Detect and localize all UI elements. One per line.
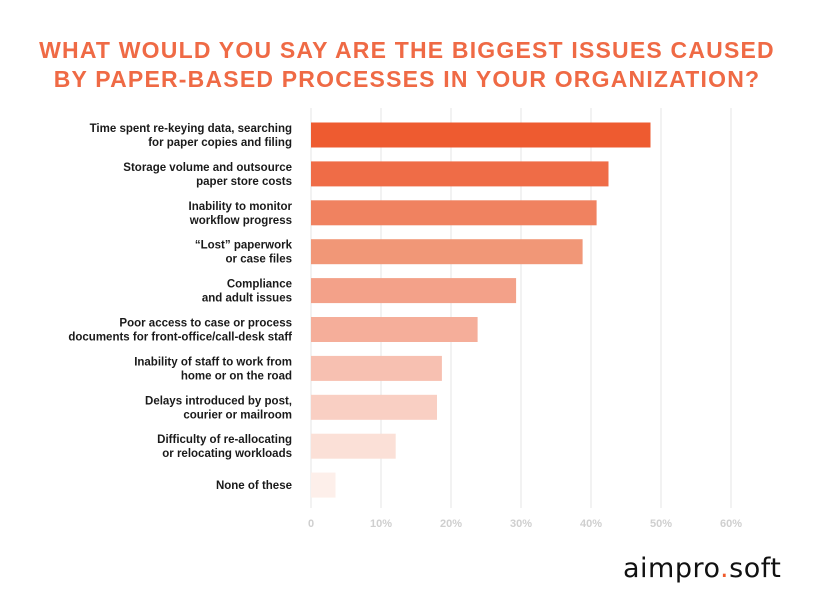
bar [311, 317, 478, 342]
x-tick-label: 0 [308, 518, 314, 530]
category-label: Time spent re-keying data, searching for … [90, 123, 292, 149]
bar [311, 472, 336, 498]
category-label-line: and adult issues [202, 293, 292, 305]
bar [311, 239, 583, 265]
category-label-line: paper store costs [196, 176, 292, 188]
category-label-line: Time spent re-keying data, searching [90, 123, 292, 135]
category-label-line: Inability of staff to work from [134, 356, 292, 368]
category-label-line: Poor access to case or process [119, 318, 292, 330]
category-label: Difficulty of re-allocating or relocating… [157, 434, 292, 460]
category-label-line: None of these [216, 480, 292, 492]
x-tick-label: 30% [510, 518, 532, 530]
category-label: Storage volume and outsource paper store … [123, 162, 292, 188]
chart-title-line-1: WHAT WOULD YOU SAY ARE THE BIGGEST ISSUE… [39, 37, 775, 63]
category-label-line: for paper copies and filing [148, 137, 292, 149]
x-tick-label: 10% [370, 518, 392, 530]
bars [311, 122, 651, 498]
category-label-line: Compliance [227, 279, 292, 291]
category-label-line: Difficulty of re-allocating [157, 434, 292, 446]
category-label-line: Delays introduced by post, [145, 395, 292, 407]
logo-dot: . [720, 553, 730, 584]
category-label-line: or case files [226, 254, 292, 266]
category-label: “Lost” paperwork or case files [195, 240, 293, 266]
category-label-line: documents for front-office/call-desk sta… [68, 332, 292, 344]
bar [311, 394, 437, 420]
x-tick-label: 40% [580, 518, 602, 530]
category-label-line: home or on the road [181, 370, 292, 382]
aimprosoft-logo: aimpro.soft [623, 553, 781, 584]
category-label: Compliance and adult issues [202, 279, 292, 305]
category-label: Inability of staff to work from home or o… [134, 356, 292, 382]
chart-title: WHAT WOULD YOU SAY ARE THE BIGGEST ISSUE… [0, 36, 814, 94]
category-label-line: workflow progress [189, 215, 292, 227]
x-tick-label: 20% [440, 518, 462, 530]
category-label: Delays introduced by post, courier or mai… [145, 395, 292, 421]
bar [311, 278, 517, 304]
category-label-line: courier or mailroom [183, 409, 292, 421]
category-label-line: Inability to monitor [189, 201, 293, 213]
bar [311, 433, 396, 459]
logo-text-soft: soft [729, 553, 782, 584]
chart-title-line-2: BY PAPER-BASED PROCESSES IN YOUR ORGANIZ… [53, 66, 761, 92]
logo-text-aimpro: aimpro [623, 553, 721, 584]
bar [311, 122, 651, 148]
category-label: Poor access to case or process documents … [68, 318, 292, 344]
bar [311, 200, 597, 226]
category-label-line: “Lost” paperwork [195, 240, 293, 252]
category-label: Inability to monitor workflow progress [189, 201, 293, 227]
category-label: None of these [216, 480, 292, 492]
category-label-line: Storage volume and outsource [123, 162, 292, 174]
x-axis-tick-labels: 0 10% 20% 30% 40% 50% 60% [308, 518, 742, 530]
x-tick-label: 60% [720, 518, 742, 530]
bar [311, 161, 609, 187]
category-labels: Time spent re-keying data, searching for … [68, 123, 292, 492]
x-tick-label: 50% [650, 518, 672, 530]
bar [311, 355, 442, 381]
category-label-line: or relocating workloads [162, 448, 292, 460]
